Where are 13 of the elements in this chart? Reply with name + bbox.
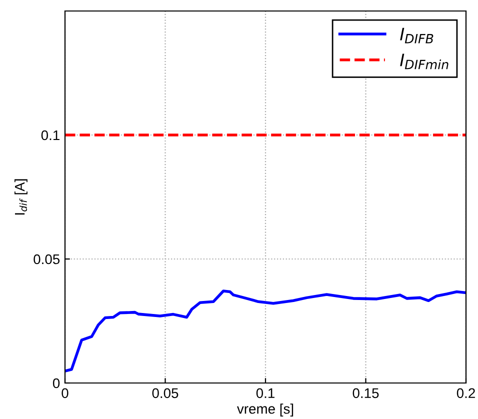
x-tick-label: 0.05 <box>152 388 178 398</box>
x-tick-label: 0.15 <box>352 388 379 398</box>
y-tick-label: 0 <box>52 378 60 388</box>
x-tick-label: 0.2 <box>456 388 475 398</box>
legend-label: I$_{DIFmin}$ <box>400 54 448 70</box>
y-tick-label: 0.1 <box>41 130 60 140</box>
x-tick-label: 0.1 <box>256 388 274 398</box>
x-tick-label: 0 <box>62 388 68 398</box>
x-axis-title: vreme [s] <box>236 404 294 417</box>
line-series <box>65 290 466 372</box>
y-axis-title: I$_{dif}$ [A] <box>14 179 28 215</box>
y-tick-label: 0.05 <box>34 254 60 264</box>
legend-label: I$_{DIFB}$ <box>400 28 434 44</box>
